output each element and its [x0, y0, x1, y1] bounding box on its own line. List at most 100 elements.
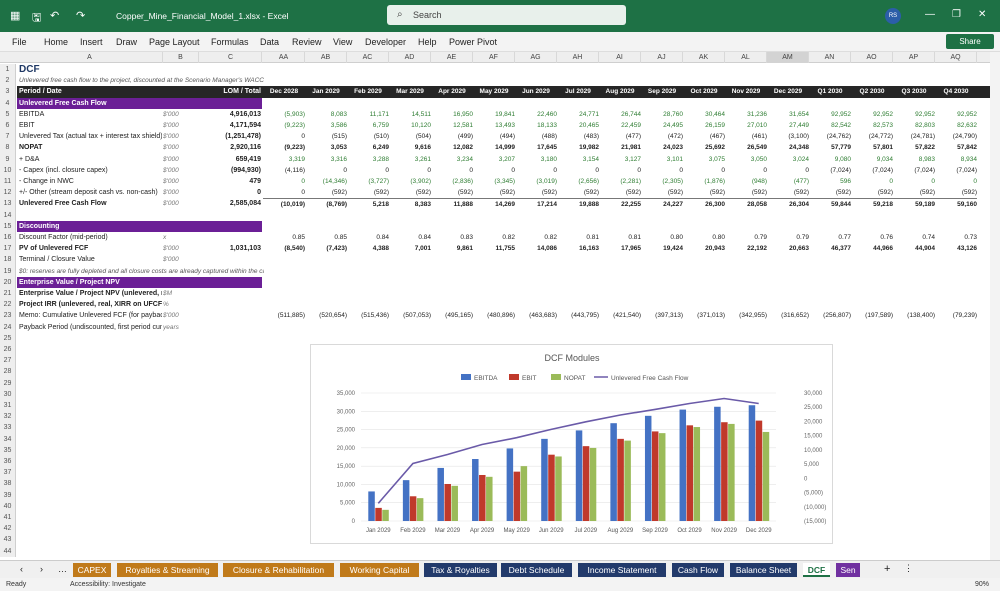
row-label[interactable]: Discount Factor (mid-period): [19, 234, 108, 241]
period-value[interactable]: (592): [541, 189, 557, 197]
period-value[interactable]: 0.82: [544, 234, 557, 241]
unit-label[interactable]: $'000: [163, 144, 179, 152]
period-value[interactable]: 3,319: [288, 155, 305, 163]
period-value[interactable]: (256,807): [823, 312, 851, 320]
period-value[interactable]: 0.83: [460, 234, 473, 241]
row-number[interactable]: 15: [0, 220, 16, 232]
period-value[interactable]: 0.85: [334, 234, 347, 241]
period-value[interactable]: 596: [840, 178, 851, 185]
menu-data[interactable]: Data: [260, 37, 280, 47]
column-header-ap[interactable]: AP: [893, 52, 935, 63]
period-value[interactable]: (494): [499, 133, 515, 141]
period-value[interactable]: (24,790): [952, 133, 977, 141]
period-value[interactable]: 19,424: [663, 245, 683, 253]
period-value[interactable]: 12,082: [453, 144, 473, 152]
period-value[interactable]: 17,645: [537, 144, 557, 152]
period-value[interactable]: (592): [793, 189, 809, 197]
period-value[interactable]: 9,080: [834, 155, 851, 163]
column-header-am[interactable]: AM: [767, 52, 809, 63]
sheet-tab-sen[interactable]: Sen: [836, 563, 860, 577]
menu-view[interactable]: View: [333, 37, 353, 47]
menu-insert[interactable]: Insert: [80, 37, 103, 47]
period-value[interactable]: 0.81: [628, 234, 641, 241]
period-value[interactable]: 57,822: [915, 144, 935, 152]
row-label[interactable]: - Capex (incl. closure capex): [19, 166, 108, 174]
close-icon[interactable]: ✕: [978, 9, 987, 20]
period-value[interactable]: 17,965: [621, 245, 641, 253]
period-value[interactable]: (3,100): [788, 133, 809, 141]
row-label[interactable]: Unlevered Free Cash Flow: [19, 99, 107, 107]
row-label[interactable]: EBITDA: [19, 110, 45, 118]
total-value[interactable]: 2,920,116: [230, 144, 261, 152]
accessibility-status[interactable]: Accessibility: Investigate: [70, 581, 146, 588]
sheet-tab-tax-royalties[interactable]: Tax & Royalties: [424, 563, 497, 577]
period-value[interactable]: 26,744: [621, 110, 641, 118]
period-value[interactable]: 6,759: [372, 122, 389, 129]
row-label[interactable]: Terminal / Closure Value: [19, 256, 95, 264]
period-value[interactable]: (4,116): [284, 166, 305, 174]
period-value[interactable]: 14,999: [495, 144, 515, 152]
column-header-af[interactable]: AF: [473, 52, 515, 63]
period-value[interactable]: (7,024): [956, 166, 977, 174]
period-value[interactable]: 11,171: [369, 110, 389, 118]
period-value[interactable]: 22,255: [599, 198, 641, 210]
period-value[interactable]: 22,192: [747, 245, 767, 253]
period-value[interactable]: (480,896): [487, 312, 515, 320]
period-value[interactable]: 21,981: [621, 144, 641, 152]
row-number[interactable]: 9: [0, 153, 16, 165]
total-value[interactable]: 479: [249, 178, 261, 185]
period-value[interactable]: (24,772): [868, 133, 893, 141]
add-sheet-icon[interactable]: +: [884, 563, 891, 575]
period-value[interactable]: 3,316: [330, 155, 347, 163]
unit-label[interactable]: $'000: [163, 245, 179, 253]
options-icon[interactable]: ⋮: [904, 563, 913, 573]
period-value[interactable]: (7,423): [326, 245, 347, 253]
period-value[interactable]: 11,755: [495, 245, 515, 253]
save-icon[interactable]: 🖫: [32, 12, 42, 24]
unit-label[interactable]: %: [163, 301, 169, 309]
row-label[interactable]: NOPAT: [19, 144, 43, 152]
period-value[interactable]: (9,223): [284, 144, 305, 152]
period-value[interactable]: 24,023: [663, 144, 683, 152]
period-value[interactable]: 0.84: [418, 234, 431, 241]
row-label[interactable]: - Change in NWC: [19, 178, 74, 185]
column-header-ag[interactable]: AG: [515, 52, 557, 63]
period-value[interactable]: (477): [793, 178, 809, 185]
period-value[interactable]: (592): [625, 189, 641, 197]
row-label[interactable]: Enterprise Value / Project NPV (unlevere…: [19, 290, 162, 297]
avatar[interactable]: RS: [885, 8, 901, 24]
search-box[interactable]: ⌕ Search: [387, 5, 626, 25]
menu-power-pivot[interactable]: Power Pivot: [449, 37, 498, 47]
period-value[interactable]: (3,902): [410, 178, 431, 185]
period-value[interactable]: (138,400): [907, 312, 935, 320]
period-value[interactable]: (515): [331, 133, 347, 141]
unit-label[interactable]: $'000: [163, 189, 179, 197]
period-value[interactable]: (7,024): [872, 166, 893, 174]
period-value[interactable]: 7,001: [414, 245, 431, 253]
period-value[interactable]: 43,126: [957, 245, 977, 253]
total-value[interactable]: (994,930): [231, 166, 261, 174]
row-label[interactable]: + D&A: [19, 155, 40, 163]
sheet-tab-cash-flow[interactable]: Cash Flow: [672, 563, 724, 577]
restore-icon[interactable]: ❐: [952, 9, 961, 20]
period-value[interactable]: (515,436): [361, 312, 389, 320]
row-number[interactable]: 8: [0, 142, 16, 154]
period-value[interactable]: 28,760: [663, 110, 683, 118]
period-value[interactable]: 3,180: [540, 155, 557, 163]
row-number[interactable]: 43: [0, 534, 16, 546]
row-label[interactable]: Enterprise Value / Project NPV: [19, 278, 120, 286]
period-value[interactable]: 3,261: [414, 155, 431, 163]
period-value[interactable]: 3,207: [498, 155, 515, 163]
period-value[interactable]: 92,952: [873, 110, 893, 118]
period-value[interactable]: (592): [583, 189, 599, 197]
row-label[interactable]: Period / Date: [19, 88, 62, 96]
period-value[interactable]: 22,460: [537, 110, 557, 118]
period-value[interactable]: 0.77: [838, 234, 851, 241]
column-header-ad[interactable]: AD: [389, 52, 431, 63]
period-value[interactable]: 6,249: [372, 144, 389, 152]
sheet-tab-income-statement[interactable]: Income Statement: [578, 563, 666, 577]
row-number[interactable]: 6: [0, 120, 16, 132]
period-value[interactable]: 17,214: [515, 198, 557, 210]
unit-label[interactable]: x: [163, 234, 167, 241]
row-number[interactable]: 27: [0, 355, 16, 367]
